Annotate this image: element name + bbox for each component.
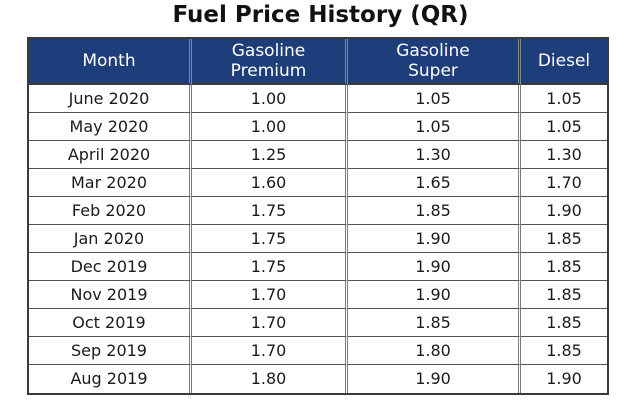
cell-diesel: 1.90 — [546, 369, 582, 388]
cell-month: Mar 2020 — [29, 169, 192, 197]
cell-super: 1.90 — [348, 225, 521, 253]
column-header-diesel: Diesel — [521, 39, 607, 85]
column-header-gasoline-premium: Gasoline Premium — [192, 39, 348, 85]
fuel-price-table: Month Gasoline Premium Gasoline Super Di… — [27, 37, 609, 395]
cell-premium: 1.70 — [192, 309, 348, 337]
cell-premium: 1.25 — [192, 141, 348, 169]
cell-month: April 2020 — [29, 141, 192, 169]
cell-super: 1.05 — [348, 85, 521, 113]
page-title: Fuel Price History (QR) — [172, 2, 469, 28]
cell-month: Nov 2019 — [29, 281, 192, 309]
table-row: Dec 2019 1.75 1.90 1.85 — [29, 253, 607, 281]
cell-diesel: 1.90 — [521, 197, 607, 225]
cell-diesel: 1.05 — [521, 113, 607, 141]
table-header-row: Month Gasoline Premium Gasoline Super Di… — [29, 39, 607, 85]
table-row: Jan 2020 1.75 1.90 1.85 — [29, 225, 607, 253]
cell-premium: 1.00 — [192, 85, 348, 113]
cell-diesel: 1.85 — [521, 225, 607, 253]
table-row: May 2020 1.00 1.05 1.05 — [29, 113, 607, 141]
cell-premium: 1.75 — [192, 197, 348, 225]
cell-month: Sep 2019 — [29, 337, 192, 365]
table-row: Oct 2019 1.70 1.85 1.85 — [29, 309, 607, 337]
cell-month: Feb 2020 — [29, 197, 192, 225]
cell-premium: 1.75 — [192, 225, 348, 253]
cell-premium: 1.00 — [192, 113, 348, 141]
table-row: Feb 2020 1.75 1.85 1.90 — [29, 197, 607, 225]
cell-super: 1.90 — [348, 281, 521, 309]
fuel-price-table-container: Month Gasoline Premium Gasoline Super Di… — [27, 37, 609, 395]
cell-diesel: 1.05 — [521, 85, 607, 113]
cell-premium: 1.70 — [192, 281, 348, 309]
cell-month: Oct 2019 — [29, 309, 192, 337]
cell-super: 1.65 — [348, 169, 521, 197]
table-row: June 2020 1.00 1.05 1.05 — [29, 85, 607, 113]
table-row: Mar 2020 1.60 1.65 1.70 — [29, 169, 607, 197]
cell-month: May 2020 — [29, 113, 192, 141]
cell-month: Dec 2019 — [29, 253, 192, 281]
cell-premium: 1.60 — [192, 169, 348, 197]
cell-diesel: 1.85 — [521, 309, 607, 337]
column-header-super-line2: Super — [408, 61, 458, 81]
cell-premium: 1.80 — [192, 365, 348, 393]
cell-month: Jan 2020 — [29, 225, 192, 253]
cell-premium: 1.75 — [192, 253, 348, 281]
cell-month: June 2020 — [29, 85, 192, 113]
cell-diesel: 1.70 — [521, 169, 607, 197]
cell-diesel: 1.85 — [521, 281, 607, 309]
cell-month: Aug 2019 — [29, 365, 192, 393]
cell-super: 1.30 — [348, 141, 521, 169]
cell-diesel: 1.30 — [521, 141, 607, 169]
table-row: Sep 2019 1.70 1.80 1.85 — [29, 337, 607, 365]
column-header-month: Month — [29, 39, 192, 85]
column-header-premium-line1: Gasoline — [231, 41, 306, 61]
cell-super: 1.05 — [348, 113, 521, 141]
cell-premium: 1.70 — [192, 337, 348, 365]
column-header-super-line1: Gasoline — [396, 41, 470, 61]
column-header-premium-line2: Premium — [230, 61, 307, 81]
column-header-diesel-label: Diesel — [537, 51, 591, 71]
table-row: April 2020 1.25 1.30 1.30 — [29, 141, 607, 169]
cell-super: 1.85 — [348, 197, 521, 225]
table-row: Aug 2019 1.80 1.90 1.90 — [29, 365, 607, 393]
cell-super: 1.85 — [348, 309, 521, 337]
table-row: Nov 2019 1.70 1.90 1.85 — [29, 281, 607, 309]
cell-diesel: 1.85 — [521, 253, 607, 281]
column-header-month-label: Month — [82, 51, 136, 71]
cell-diesel: 1.85 — [521, 337, 607, 365]
column-header-gasoline-super: Gasoline Super — [348, 39, 521, 85]
cell-super: 1.90 — [348, 253, 521, 281]
cell-super: 1.90 — [348, 365, 521, 393]
cell-super: 1.80 — [348, 337, 521, 365]
